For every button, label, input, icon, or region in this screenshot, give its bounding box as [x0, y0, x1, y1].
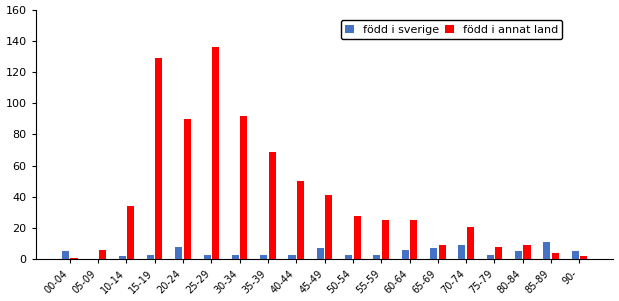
Bar	[495, 247, 502, 259]
Bar	[127, 206, 134, 259]
Bar	[382, 220, 389, 259]
Bar	[155, 58, 162, 259]
Bar	[580, 256, 587, 259]
Bar	[269, 152, 275, 259]
Bar	[317, 248, 324, 259]
Bar	[373, 255, 381, 259]
Bar	[232, 255, 239, 259]
Bar	[62, 251, 69, 259]
Bar	[487, 255, 494, 259]
Bar	[297, 181, 304, 259]
Bar	[240, 116, 248, 259]
Bar	[410, 220, 417, 259]
Bar	[571, 251, 579, 259]
Bar	[147, 255, 154, 259]
Bar	[552, 253, 559, 259]
Bar	[71, 258, 77, 259]
Bar	[543, 242, 550, 259]
Bar	[524, 245, 530, 259]
Bar	[430, 248, 437, 259]
Bar	[184, 119, 191, 259]
Bar	[438, 245, 446, 259]
Bar	[260, 255, 267, 259]
Bar	[212, 47, 219, 259]
Bar	[204, 255, 210, 259]
Bar	[325, 195, 332, 259]
Bar	[467, 227, 474, 259]
Bar	[458, 245, 465, 259]
Bar	[345, 255, 352, 259]
Bar	[119, 256, 126, 259]
Bar	[99, 250, 106, 259]
Bar	[175, 247, 183, 259]
Bar	[402, 250, 409, 259]
Legend: född i sverige, född i annat land: född i sverige, född i annat land	[341, 20, 563, 39]
Bar	[353, 216, 361, 259]
Bar	[515, 251, 522, 259]
Bar	[288, 255, 295, 259]
